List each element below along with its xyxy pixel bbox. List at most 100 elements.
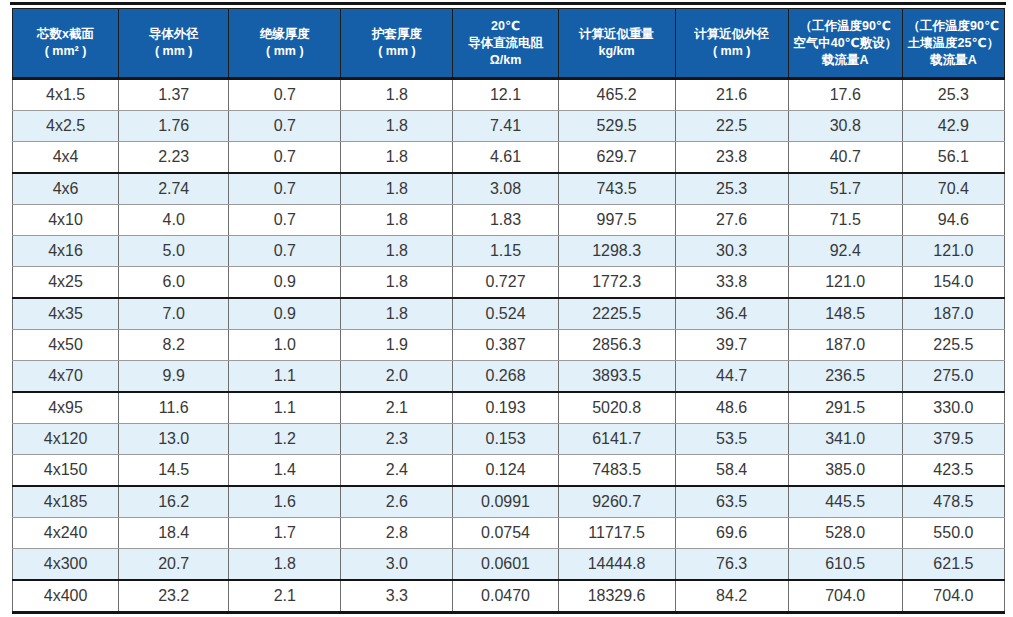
value-cell: 71.5 <box>788 205 902 236</box>
size-cell: 4x400 <box>13 580 119 613</box>
column-header: 计算近似外径( mm ) <box>675 9 788 79</box>
table-row: 4x12013.01.22.30.1536141.753.5341.0379.5 <box>13 424 1005 455</box>
table-row: 4x709.91.12.00.2683893.544.7236.5275.0 <box>13 361 1005 393</box>
value-cell: 4.0 <box>119 205 229 236</box>
value-cell: 187.0 <box>788 330 902 361</box>
value-cell: 6141.7 <box>558 424 675 455</box>
value-cell: 20.7 <box>119 549 229 581</box>
value-cell: 1.2 <box>229 424 341 455</box>
value-cell: 51.7 <box>788 173 902 205</box>
value-cell: 1.8 <box>229 549 341 581</box>
table-row: 4x256.00.91.80.7271772.333.8121.0154.0 <box>13 267 1005 299</box>
value-cell: 70.4 <box>902 173 1004 205</box>
value-cell: 121.0 <box>902 236 1004 267</box>
value-cell: 1.9 <box>341 330 453 361</box>
value-cell: 1.15 <box>453 236 558 267</box>
value-cell: 341.0 <box>788 424 902 455</box>
value-cell: 0.9 <box>229 298 341 330</box>
value-cell: 2.1 <box>341 392 453 424</box>
value-cell: 275.0 <box>902 361 1004 393</box>
value-cell: 0.0991 <box>453 486 558 518</box>
column-header-line: ( mm ) <box>231 43 338 60</box>
table-row: 4x15014.51.42.40.1247483.558.4385.0423.5 <box>13 455 1005 487</box>
column-header-line: （工作温度90℃ <box>791 18 900 35</box>
value-cell: 44.7 <box>675 361 788 393</box>
value-cell: 330.0 <box>902 392 1004 424</box>
value-cell: 1.0 <box>229 330 341 361</box>
value-cell: 53.5 <box>675 424 788 455</box>
value-cell: 30.8 <box>788 111 902 142</box>
value-cell: 0.153 <box>453 424 558 455</box>
value-cell: 11717.5 <box>558 518 675 549</box>
value-cell: 16.2 <box>119 486 229 518</box>
value-cell: 423.5 <box>902 455 1004 487</box>
column-header: 护套厚度( mm ) <box>341 9 453 79</box>
value-cell: 1.4 <box>229 455 341 487</box>
column-header-line: 绝缘厚度 <box>231 26 338 43</box>
value-cell: 92.4 <box>788 236 902 267</box>
value-cell: 0.268 <box>453 361 558 393</box>
size-cell: 4x4 <box>13 142 119 174</box>
table-header-row: 芯数x截面( mm² )导体外径( mm )绝缘厚度( mm )护套厚度( mm… <box>13 9 1005 79</box>
value-cell: 1.8 <box>341 205 453 236</box>
column-header: 导体外径( mm ) <box>119 9 229 79</box>
column-header-line: 芯数x截面 <box>15 26 116 43</box>
value-cell: 0.0754 <box>453 518 558 549</box>
value-cell: 2856.3 <box>558 330 675 361</box>
size-cell: 4x95 <box>13 392 119 424</box>
value-cell: 27.6 <box>675 205 788 236</box>
value-cell: 1.8 <box>341 298 453 330</box>
size-cell: 4x6 <box>13 173 119 205</box>
value-cell: 0.7 <box>229 205 341 236</box>
value-cell: 56.1 <box>902 142 1004 174</box>
value-cell: 445.5 <box>788 486 902 518</box>
size-cell: 4x50 <box>13 330 119 361</box>
value-cell: 550.0 <box>902 518 1004 549</box>
value-cell: 0.193 <box>453 392 558 424</box>
value-cell: 69.6 <box>675 518 788 549</box>
value-cell: 1772.3 <box>558 267 675 299</box>
value-cell: 5.0 <box>119 236 229 267</box>
value-cell: 1.8 <box>341 142 453 174</box>
value-cell: 1.8 <box>341 111 453 142</box>
value-cell: 22.5 <box>675 111 788 142</box>
value-cell: 291.5 <box>788 392 902 424</box>
value-cell: 94.6 <box>902 205 1004 236</box>
cable-spec-table: 芯数x截面( mm² )导体外径( mm )绝缘厚度( mm )护套厚度( mm… <box>12 8 1005 614</box>
column-header-line: 空气中40℃敷设） <box>791 35 900 52</box>
value-cell: 39.7 <box>675 330 788 361</box>
value-cell: 1.8 <box>341 79 453 111</box>
value-cell: 0.124 <box>453 455 558 487</box>
column-header-line: 导体外径 <box>121 26 226 43</box>
value-cell: 385.0 <box>788 455 902 487</box>
value-cell: 23.8 <box>675 142 788 174</box>
value-cell: 33.8 <box>675 267 788 299</box>
value-cell: 18329.6 <box>558 580 675 613</box>
value-cell: 58.4 <box>675 455 788 487</box>
value-cell: 7483.5 <box>558 455 675 487</box>
value-cell: 18.4 <box>119 518 229 549</box>
value-cell: 629.7 <box>558 142 675 174</box>
value-cell: 36.4 <box>675 298 788 330</box>
value-cell: 154.0 <box>902 267 1004 299</box>
column-header-line: ( mm ) <box>121 43 226 60</box>
value-cell: 3.08 <box>453 173 558 205</box>
value-cell: 0.0470 <box>453 580 558 613</box>
column-header: 20℃导体直流电阻Ω/km <box>453 9 558 79</box>
table-row: 4x9511.61.12.10.1935020.848.6291.5330.0 <box>13 392 1005 424</box>
value-cell: 529.5 <box>558 111 675 142</box>
value-cell: 48.6 <box>675 392 788 424</box>
value-cell: 1.1 <box>229 361 341 393</box>
table-row: 4x357.00.91.80.5242225.536.4148.5187.0 <box>13 298 1005 330</box>
value-cell: 704.0 <box>902 580 1004 613</box>
column-header-line: 计算近似重量 <box>561 26 673 43</box>
value-cell: 1.1 <box>229 392 341 424</box>
value-cell: 465.2 <box>558 79 675 111</box>
size-cell: 4x70 <box>13 361 119 393</box>
value-cell: 17.6 <box>788 79 902 111</box>
value-cell: 12.1 <box>453 79 558 111</box>
size-cell: 4x10 <box>13 205 119 236</box>
value-cell: 379.5 <box>902 424 1004 455</box>
value-cell: 0.727 <box>453 267 558 299</box>
column-header-line: （工作温度90℃ <box>905 18 1002 35</box>
